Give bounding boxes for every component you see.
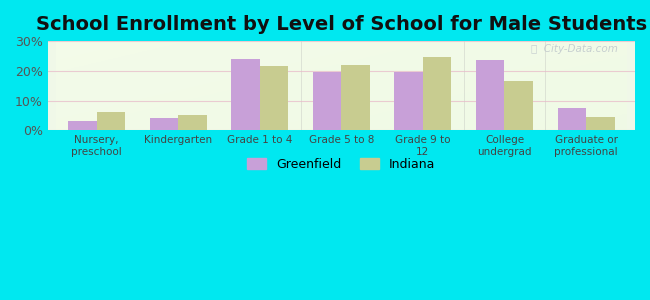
- Bar: [504, 81, 533, 130]
- Bar: [558, 108, 586, 130]
- Bar: [341, 65, 370, 130]
- Bar: [231, 59, 260, 130]
- Bar: [97, 112, 125, 130]
- Bar: [586, 117, 615, 130]
- Bar: [68, 122, 97, 130]
- Bar: [313, 72, 341, 130]
- Legend: Greenfield, Indiana: Greenfield, Indiana: [242, 153, 440, 176]
- Bar: [260, 66, 289, 130]
- Text: ⓘ  City-Data.com: ⓘ City-Data.com: [530, 44, 618, 54]
- Bar: [476, 60, 504, 130]
- Bar: [178, 116, 207, 130]
- Bar: [423, 58, 452, 130]
- Title: School Enrollment by Level of School for Male Students: School Enrollment by Level of School for…: [36, 15, 647, 34]
- Bar: [150, 118, 178, 130]
- Bar: [395, 72, 423, 130]
